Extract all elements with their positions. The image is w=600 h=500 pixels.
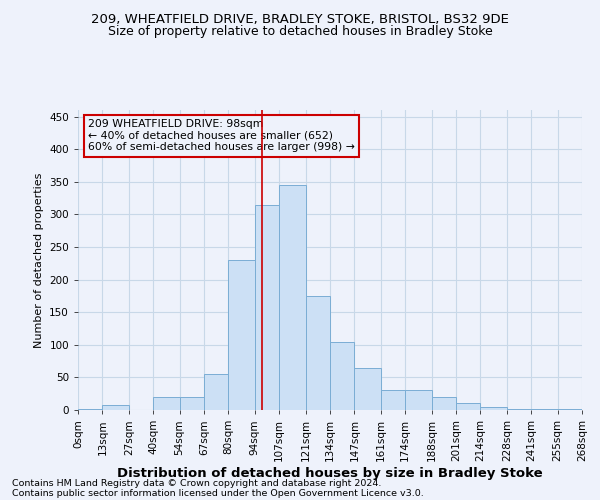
Bar — [330, 342, 355, 410]
Text: Contains public sector information licensed under the Open Government Licence v3: Contains public sector information licen… — [12, 488, 424, 498]
Text: Size of property relative to detached houses in Bradley Stoke: Size of property relative to detached ho… — [107, 25, 493, 38]
Bar — [381, 390, 405, 410]
Bar — [255, 204, 279, 410]
Bar — [279, 185, 305, 410]
Text: Contains HM Land Registry data © Crown copyright and database right 2024.: Contains HM Land Registry data © Crown c… — [12, 478, 382, 488]
Bar — [507, 408, 531, 410]
Bar — [456, 404, 481, 410]
Bar — [431, 397, 456, 410]
Bar — [481, 406, 507, 410]
Bar — [355, 368, 381, 410]
Bar — [179, 397, 204, 410]
Bar — [405, 390, 431, 410]
Text: 209, WHEATFIELD DRIVE, BRADLEY STOKE, BRISTOL, BS32 9DE: 209, WHEATFIELD DRIVE, BRADLEY STOKE, BR… — [91, 12, 509, 26]
X-axis label: Distribution of detached houses by size in Bradley Stoke: Distribution of detached houses by size … — [117, 466, 543, 479]
Bar — [103, 405, 129, 410]
Bar — [229, 260, 255, 410]
Bar — [305, 296, 330, 410]
Bar — [153, 397, 179, 410]
Y-axis label: Number of detached properties: Number of detached properties — [34, 172, 44, 348]
Bar — [204, 374, 229, 410]
Text: 209 WHEATFIELD DRIVE: 98sqm
← 40% of detached houses are smaller (652)
60% of se: 209 WHEATFIELD DRIVE: 98sqm ← 40% of det… — [88, 119, 355, 152]
